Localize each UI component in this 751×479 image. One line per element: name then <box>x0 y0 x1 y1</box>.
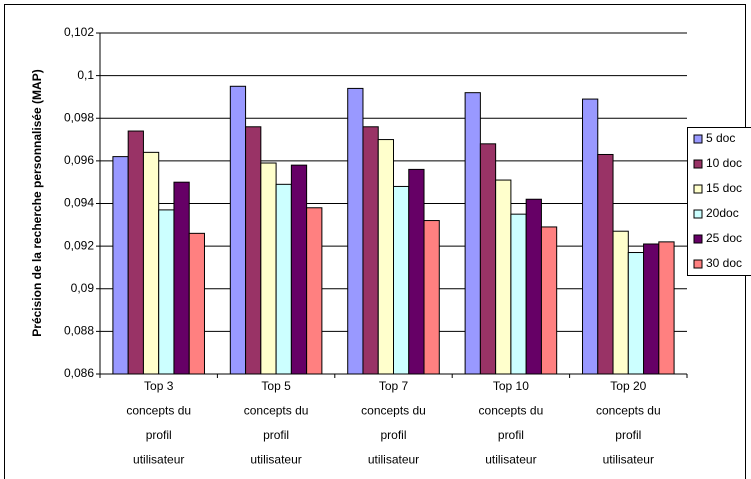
y-tick-label: 0,096 <box>64 153 94 167</box>
bar <box>495 179 512 375</box>
bar <box>127 130 144 375</box>
bar <box>643 243 660 375</box>
y-tick-label: 0,086 <box>64 366 94 380</box>
legend-swatch <box>693 134 703 144</box>
x-tick-label: concepts du <box>244 404 309 418</box>
y-tick-label: 0,102 <box>64 25 94 39</box>
bar <box>597 153 614 375</box>
bar <box>245 126 262 375</box>
bar <box>229 85 247 375</box>
bar <box>112 156 129 375</box>
bar <box>347 87 364 375</box>
legend-box <box>687 127 751 276</box>
bar <box>540 226 558 375</box>
bar <box>627 252 645 375</box>
y-tick-label: 0,092 <box>64 238 94 252</box>
x-tick-label: utilisateur <box>133 453 184 467</box>
x-tick-label: Top 5 <box>261 379 291 393</box>
x-tick-label: utilisateur <box>603 453 654 467</box>
bar <box>275 183 292 375</box>
bar <box>306 207 323 375</box>
legend-label: 30 doc <box>706 256 742 270</box>
bar <box>290 164 308 375</box>
bar <box>408 168 425 375</box>
x-tick-label: profil <box>146 428 172 442</box>
bar <box>158 209 175 375</box>
bar <box>173 181 190 375</box>
x-tick-label: profil <box>380 428 406 442</box>
legend-label: 15 doc <box>706 181 742 195</box>
bar <box>142 151 160 375</box>
y-tick-label: 0,1 <box>77 68 94 82</box>
x-tick-label: concepts du <box>361 404 426 418</box>
x-tick-label: concepts du <box>479 404 544 418</box>
bar <box>525 198 542 375</box>
bar <box>260 162 277 375</box>
y-axis-label: Précision de la recherche personnalisée … <box>30 69 44 336</box>
x-tick-label: concepts du <box>596 404 661 418</box>
x-tick-label: profil <box>615 428 641 442</box>
x-tick-label: profil <box>498 428 524 442</box>
legend-swatch <box>693 159 703 169</box>
bar <box>188 232 205 375</box>
legend-swatch <box>693 259 703 269</box>
legend-label: 5 doc <box>706 131 735 145</box>
legend-label: 25 doc <box>706 231 742 245</box>
bar <box>658 241 675 375</box>
legend-swatch <box>693 209 703 219</box>
legend-swatch <box>693 234 703 244</box>
bar <box>510 213 527 375</box>
x-tick-label: profil <box>263 428 289 442</box>
x-tick-label: utilisateur <box>250 453 301 467</box>
x-tick-label: Top 7 <box>379 379 409 393</box>
legend-label: 10 doc <box>706 156 742 170</box>
x-tick-label: utilisateur <box>368 453 419 467</box>
bar <box>612 230 629 375</box>
bar <box>464 92 481 375</box>
bar <box>423 220 440 375</box>
x-tick-label: Top 3 <box>144 379 174 393</box>
bar <box>479 143 497 375</box>
y-tick-label: 0,094 <box>64 196 94 210</box>
legend-label: 20doc <box>706 206 739 220</box>
y-tick-label: 0,098 <box>64 110 94 124</box>
bar <box>362 126 379 375</box>
y-tick-label: 0,09 <box>71 281 95 295</box>
y-tick-label: 0,088 <box>64 324 94 338</box>
bar <box>393 185 410 375</box>
x-tick-label: Top 10 <box>493 379 529 393</box>
x-tick-label: utilisateur <box>485 453 536 467</box>
bar <box>582 98 599 375</box>
x-tick-label: concepts du <box>126 404 191 418</box>
bar <box>377 139 395 375</box>
x-tick-label: Top 20 <box>610 379 646 393</box>
legend-swatch <box>693 184 703 194</box>
